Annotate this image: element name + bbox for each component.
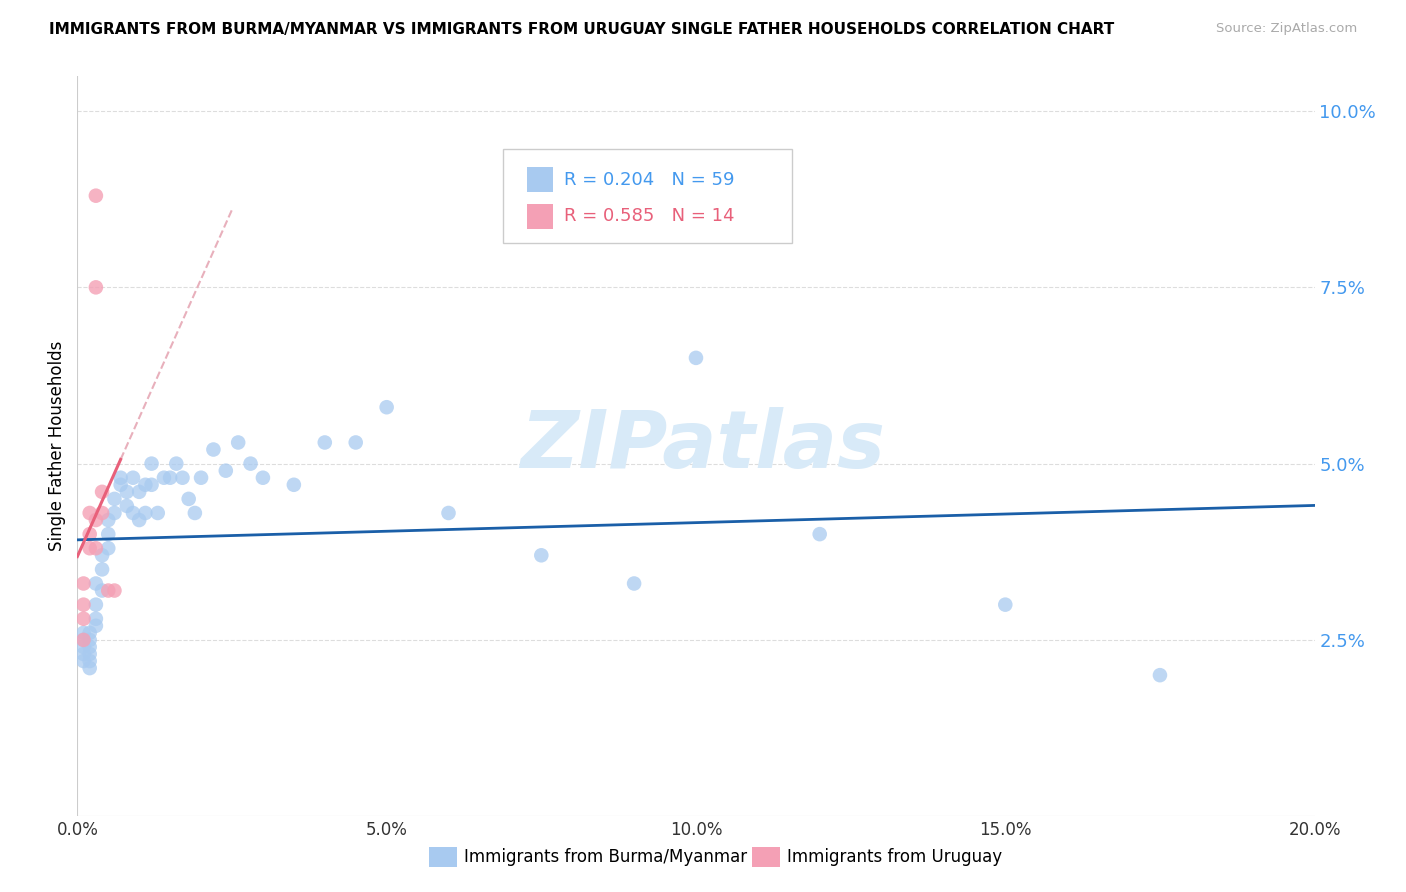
Point	[685, 351, 707, 365]
Point	[103, 506, 125, 520]
Point	[79, 654, 101, 668]
Point	[128, 484, 150, 499]
Point	[72, 647, 94, 661]
Point	[141, 457, 163, 471]
Point	[79, 527, 101, 541]
Point	[84, 612, 107, 626]
Point	[91, 583, 114, 598]
Point	[103, 583, 125, 598]
Point	[437, 506, 460, 520]
Point	[79, 541, 101, 556]
Point	[226, 435, 249, 450]
Point	[252, 471, 274, 485]
Point	[72, 612, 94, 626]
Point	[72, 654, 94, 668]
Point	[623, 576, 645, 591]
Point	[79, 647, 101, 661]
Point	[165, 457, 187, 471]
Point	[91, 562, 114, 576]
Point	[184, 506, 207, 520]
Point	[103, 491, 125, 506]
Point	[1149, 668, 1171, 682]
Point	[177, 491, 200, 506]
Text: Immigrants from Burma/Myanmar: Immigrants from Burma/Myanmar	[464, 848, 747, 866]
Point	[84, 576, 107, 591]
Point	[172, 471, 194, 485]
Point	[146, 506, 169, 520]
Point	[141, 477, 163, 491]
Point	[79, 632, 101, 647]
Point	[239, 457, 262, 471]
Point	[115, 484, 138, 499]
Text: Source: ZipAtlas.com: Source: ZipAtlas.com	[1216, 22, 1357, 36]
Point	[115, 499, 138, 513]
Text: IMMIGRANTS FROM BURMA/MYANMAR VS IMMIGRANTS FROM URUGUAY SINGLE FATHER HOUSEHOLD: IMMIGRANTS FROM BURMA/MYANMAR VS IMMIGRA…	[49, 22, 1115, 37]
Point	[84, 541, 107, 556]
Point	[91, 549, 114, 563]
Point	[530, 549, 553, 563]
Point	[153, 471, 176, 485]
Point	[79, 625, 101, 640]
Y-axis label: Single Father Households: Single Father Households	[48, 341, 66, 551]
Point	[84, 280, 107, 294]
Point	[79, 640, 101, 654]
Point	[128, 513, 150, 527]
Point	[79, 661, 101, 675]
Text: R = 0.204   N = 59: R = 0.204 N = 59	[564, 170, 734, 188]
Point	[215, 464, 238, 478]
Text: R = 0.585   N = 14: R = 0.585 N = 14	[564, 207, 734, 225]
Point	[91, 484, 114, 499]
Point	[344, 435, 367, 450]
Text: ZIPatlas: ZIPatlas	[520, 407, 886, 485]
Point	[314, 435, 336, 450]
Point	[110, 471, 132, 485]
Point	[283, 477, 305, 491]
Point	[110, 477, 132, 491]
Point	[84, 598, 107, 612]
Point	[97, 541, 120, 556]
Point	[72, 625, 94, 640]
Text: Immigrants from Uruguay: Immigrants from Uruguay	[787, 848, 1002, 866]
Point	[72, 632, 94, 647]
Point	[72, 576, 94, 591]
Point	[122, 506, 145, 520]
Point	[994, 598, 1017, 612]
Point	[91, 506, 114, 520]
Point	[134, 477, 156, 491]
Point	[72, 640, 94, 654]
Point	[84, 188, 107, 202]
Point	[202, 442, 225, 457]
Point	[134, 506, 156, 520]
Point	[97, 527, 120, 541]
Point	[84, 513, 107, 527]
Point	[97, 513, 120, 527]
Point	[159, 471, 181, 485]
Point	[122, 471, 145, 485]
Point	[375, 401, 398, 415]
Point	[808, 527, 831, 541]
Point	[79, 506, 101, 520]
Point	[72, 598, 94, 612]
Point	[97, 583, 120, 598]
Point	[190, 471, 212, 485]
Point	[84, 619, 107, 633]
Point	[72, 632, 94, 647]
